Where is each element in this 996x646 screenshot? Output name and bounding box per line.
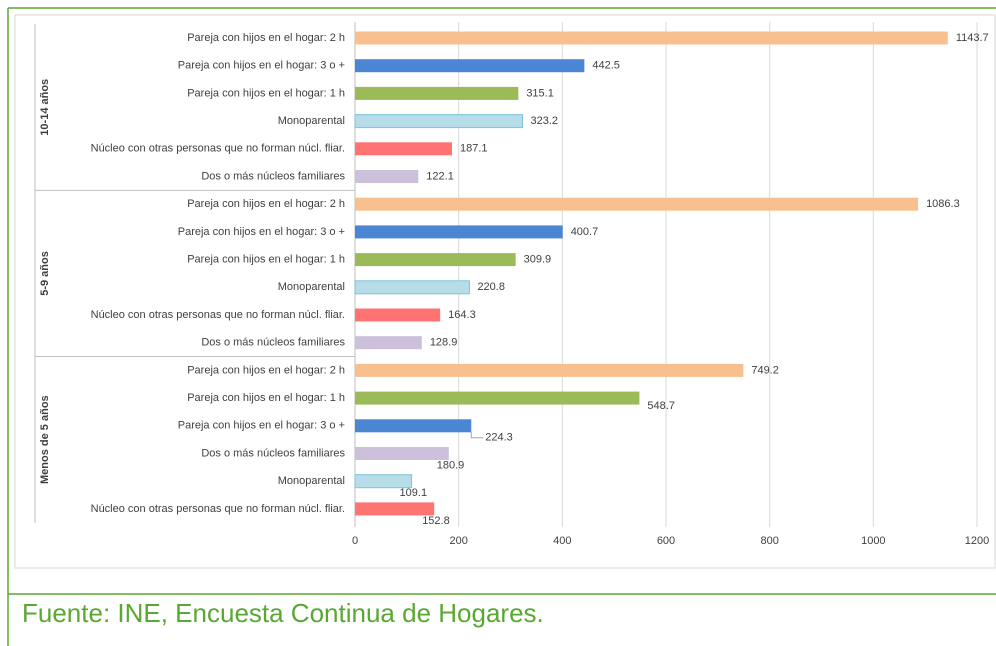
y-tick-label: Pareja con hijos en el hogar: 3 o + xyxy=(178,420,345,432)
x-tick-label: 1200 xyxy=(965,535,989,547)
value-label: 323.2 xyxy=(531,115,559,127)
y-tick-label: Pareja con hijos en el hogar: 1 h xyxy=(187,87,345,99)
group-label: 10-14 años xyxy=(39,79,51,136)
y-tick-label: Pareja con hijos en el hogar: 1 h xyxy=(187,392,345,404)
value-label: 749.2 xyxy=(751,364,779,376)
y-tick-label: Dos o más núcleos familiares xyxy=(201,447,345,459)
value-label: 164.3 xyxy=(448,309,476,321)
bar xyxy=(355,86,519,100)
group-label: 5-9 años xyxy=(39,251,51,296)
value-label: 1143.7 xyxy=(956,32,989,44)
x-tick-label: 0 xyxy=(352,535,358,547)
x-tick-label: 600 xyxy=(657,535,675,547)
y-tick-label: Monoparental xyxy=(278,475,345,487)
value-label: 442.5 xyxy=(592,60,620,72)
value-label: 122.1 xyxy=(426,170,454,182)
bar xyxy=(355,253,516,267)
value-label: 152.8 xyxy=(422,515,450,527)
bar xyxy=(355,31,948,45)
bar xyxy=(354,474,413,489)
x-tick-label: 1000 xyxy=(861,535,885,547)
value-label: 315.1 xyxy=(526,87,554,99)
value-label: 109.1 xyxy=(400,487,428,499)
bar xyxy=(355,391,640,405)
bar xyxy=(355,363,744,377)
y-tick-label: Monoparental xyxy=(278,281,345,293)
bar xyxy=(355,336,422,350)
value-label: 548.7 xyxy=(647,400,675,412)
bar xyxy=(355,419,472,433)
value-label: 187.1 xyxy=(460,143,488,155)
value-label: 224.3 xyxy=(485,432,513,444)
y-tick-label: Núcleo con otras personas que no forman … xyxy=(91,143,345,155)
bar xyxy=(355,447,449,460)
value-label: 220.8 xyxy=(477,281,505,293)
bar xyxy=(355,170,419,183)
value-label: 1086.3 xyxy=(926,198,960,210)
source: Fuente: INE, Encuesta Continua de Hogare… xyxy=(22,598,544,628)
bar xyxy=(355,59,585,73)
group-label: Menos de 5 años xyxy=(39,395,51,484)
y-tick-label: Pareja con hijos en el hogar: 3 o + xyxy=(178,226,345,238)
bar xyxy=(355,225,563,239)
y-tick-label: Pareja con hijos en el hogar: 2 h xyxy=(187,198,345,210)
y-tick-label: Pareja con hijos en el hogar: 2 h xyxy=(187,364,345,376)
bar xyxy=(354,114,524,129)
y-tick-label: Dos o más núcleos familiares xyxy=(201,170,345,182)
y-tick-label: Dos o más núcleos familiares xyxy=(201,337,345,349)
bar xyxy=(355,197,919,211)
bar xyxy=(355,502,435,516)
value-label: 400.7 xyxy=(571,226,599,238)
bar xyxy=(355,142,452,156)
y-tick-label: Núcleo con otras personas que no forman … xyxy=(91,503,345,515)
y-tick-label: Núcleo con otras personas que no forman … xyxy=(91,309,345,321)
plot-frame xyxy=(14,14,996,569)
y-tick-label: Pareja con hijos en el hogar: 2 h xyxy=(187,32,345,44)
value-label: 128.9 xyxy=(430,337,458,349)
leader-line xyxy=(470,431,484,439)
y-tick-label: Pareja con hijos en el hogar: 3 o + xyxy=(178,60,345,72)
value-label: 180.9 xyxy=(437,459,465,471)
x-tick-label: 200 xyxy=(449,535,467,547)
y-tick-label: Monoparental xyxy=(278,115,345,127)
x-tick-label: 800 xyxy=(760,535,778,547)
value-label: 309.9 xyxy=(524,254,552,266)
x-tick-label: 400 xyxy=(553,535,571,547)
y-tick-label: Pareja con hijos en el hogar: 1 h xyxy=(187,254,345,266)
bar xyxy=(354,280,470,295)
bar xyxy=(355,308,441,322)
